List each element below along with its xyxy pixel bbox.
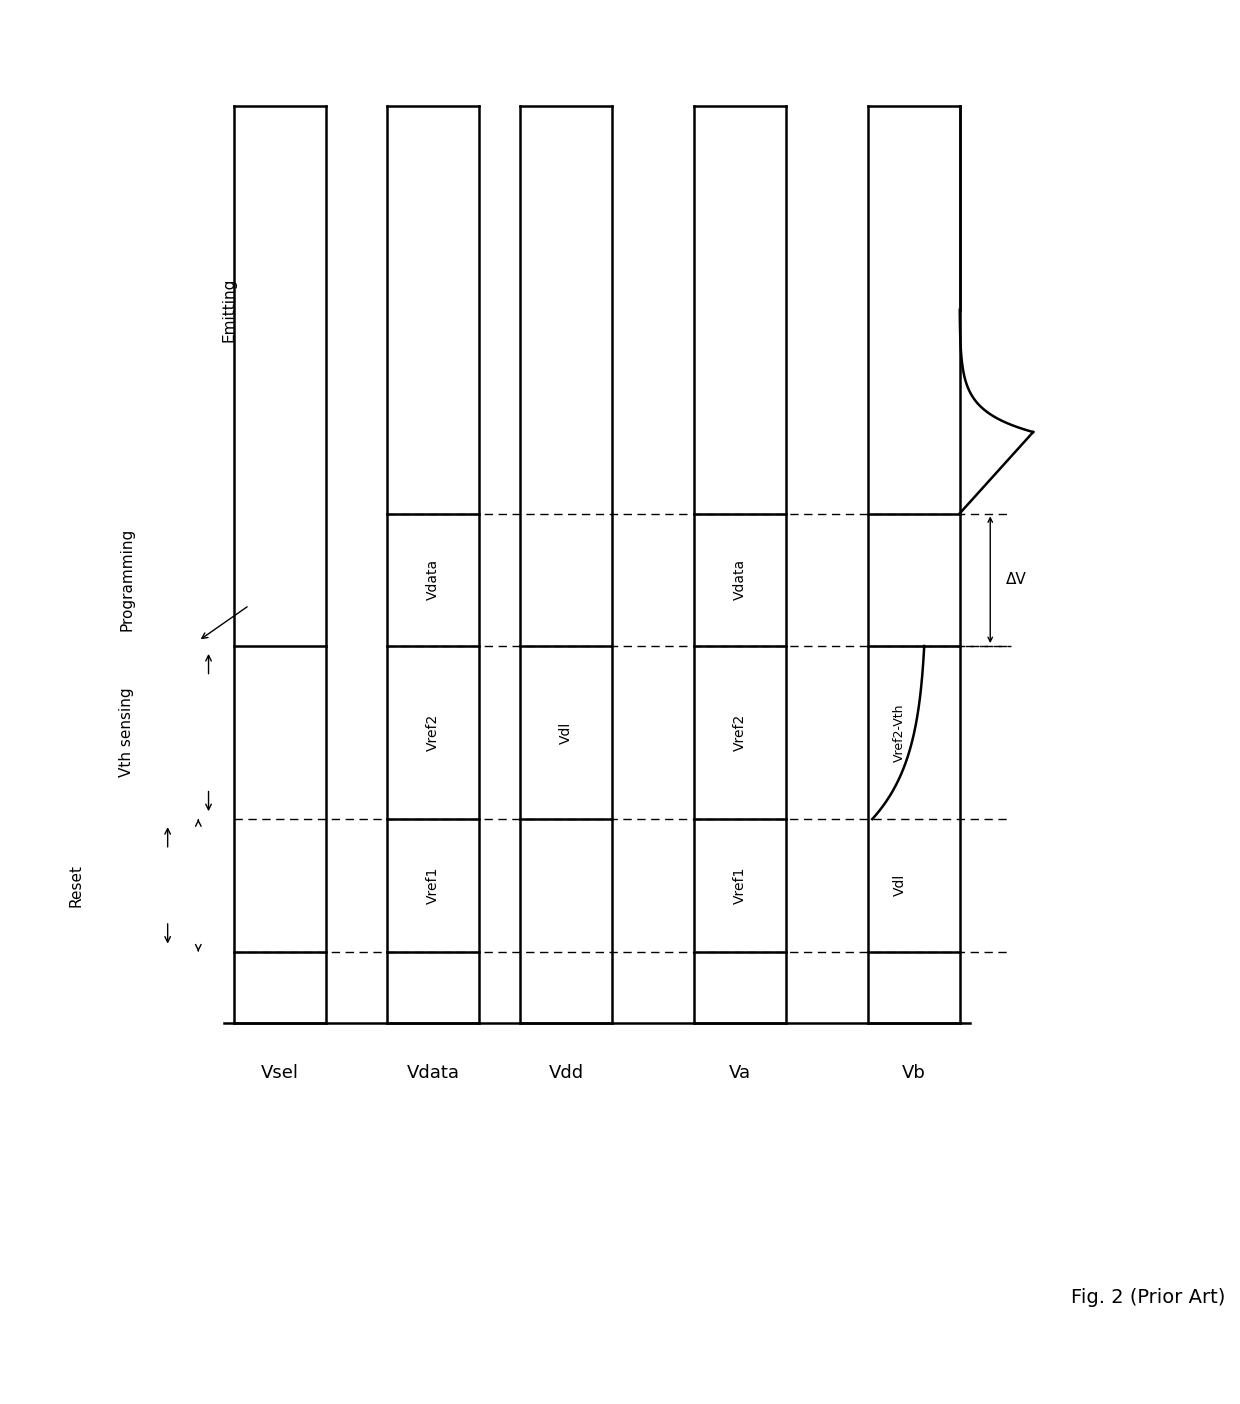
Text: Emitting: Emitting	[222, 278, 237, 343]
Text: Programming: Programming	[119, 528, 134, 632]
Text: Vdl: Vdl	[559, 722, 573, 744]
Text: Vsel: Vsel	[262, 1064, 299, 1081]
Text: Vdd: Vdd	[548, 1064, 584, 1081]
Text: Vref1: Vref1	[427, 866, 440, 904]
Text: Vdata: Vdata	[407, 1064, 460, 1081]
Text: Vref2: Vref2	[427, 715, 440, 751]
Text: Vdata: Vdata	[427, 559, 440, 601]
Text: Vdata: Vdata	[733, 559, 746, 601]
Text: Reset: Reset	[68, 863, 83, 907]
Text: Va: Va	[729, 1064, 751, 1081]
Text: Vb: Vb	[901, 1064, 925, 1081]
Text: Vdl: Vdl	[893, 875, 906, 897]
Text: Fig. 2 (Prior Art): Fig. 2 (Prior Art)	[1071, 1289, 1226, 1307]
Text: Vref2: Vref2	[733, 715, 746, 751]
Text: ΔV: ΔV	[1006, 573, 1027, 587]
Text: Vref1: Vref1	[733, 866, 746, 904]
Text: Vth sensing: Vth sensing	[119, 688, 134, 778]
Text: Vref2-Vth: Vref2-Vth	[893, 703, 906, 762]
